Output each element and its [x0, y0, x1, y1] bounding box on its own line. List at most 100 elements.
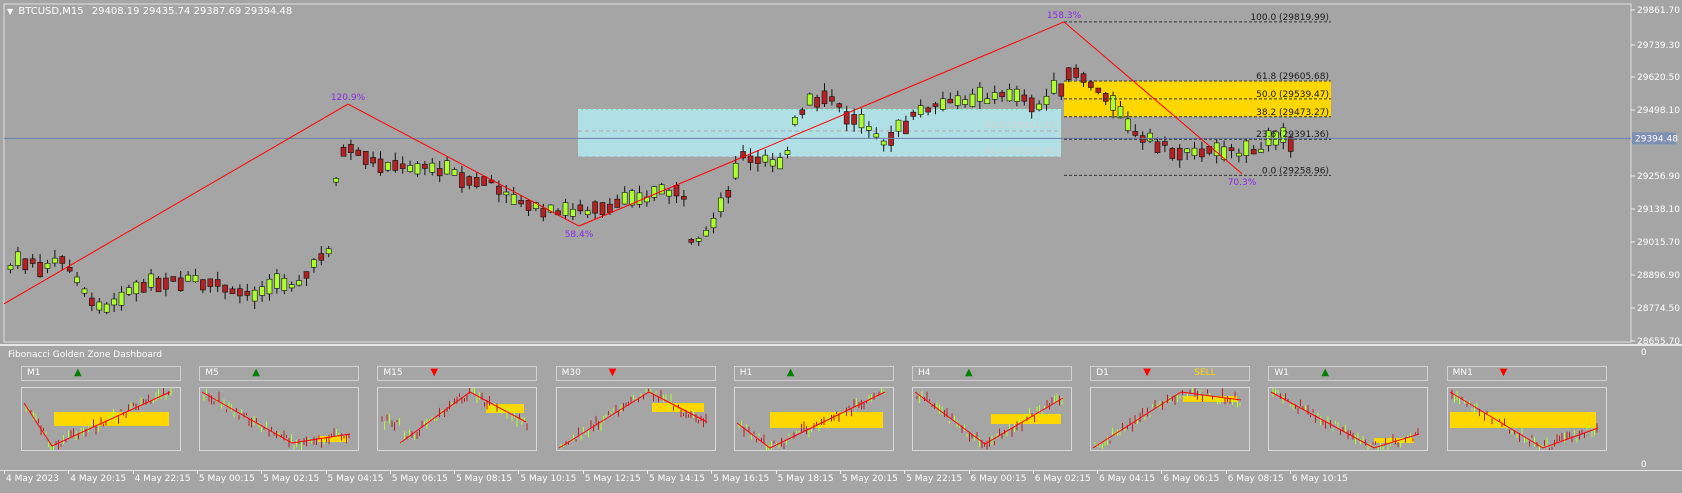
bear-candle-body: [481, 176, 487, 186]
bear-candle-body: [681, 195, 687, 200]
subwindow-separator[interactable]: [0, 344, 1682, 346]
tf-header-m15[interactable]: M15 ▼: [377, 366, 538, 381]
bull-candle-body: [111, 298, 117, 306]
bull-candle-body: [15, 251, 21, 266]
tf-header-d1[interactable]: D1 ▼ SELL: [1090, 366, 1251, 381]
tf-header-h4[interactable]: H4 ▲: [912, 366, 1072, 381]
y-tick-label: 29256.90: [1637, 172, 1680, 182]
candle: [318, 246, 325, 266]
x-tick-mark: [711, 470, 713, 474]
candle: [148, 269, 154, 292]
trend-down-arrow-icon: ▼: [1143, 367, 1151, 378]
mini-chart-svg: [23, 388, 172, 450]
ohlc-values: 29408.19 29435.74 29387.69 29394.48: [91, 6, 293, 17]
price-chart[interactable]: 50.0 (29421.13) 61.6 (29327.00) 100.0 (29…: [0, 0, 1682, 345]
bear-candle-body: [200, 279, 206, 291]
candle: [984, 92, 991, 104]
candle: [1073, 64, 1079, 80]
bull-candle-body: [325, 248, 332, 255]
tf-label: H1: [739, 368, 753, 378]
bear-candle-body: [370, 157, 376, 164]
y-tick-label: 29620.50: [1637, 73, 1680, 83]
x-tick-label: 5 May 16:15: [713, 474, 770, 484]
tf-mini-chart-h4[interactable]: [912, 387, 1072, 451]
x-tick-label: 5 May 04:15: [327, 474, 384, 484]
candle: [1199, 141, 1205, 162]
bear-candle-body: [1228, 147, 1235, 151]
candle: [266, 274, 273, 301]
bear-candle-body: [66, 267, 73, 272]
tf-header-mn1[interactable]: MN1 ▼: [1446, 366, 1607, 381]
bear-candle-body: [22, 258, 29, 271]
bull-candle-body: [636, 192, 643, 205]
bull-candle-body: [1184, 148, 1190, 153]
candle: [962, 95, 968, 108]
tf-mini-chart-m1[interactable]: [21, 387, 181, 451]
tf-header-m1[interactable]: M1 ▲: [21, 366, 181, 381]
tf-mini-chart-m30[interactable]: [555, 387, 716, 451]
candle: [392, 152, 399, 173]
bull-candle-body: [969, 93, 976, 107]
tf-mini-chart-m15[interactable]: [377, 387, 538, 451]
tf-mini-chart-d1[interactable]: [1090, 387, 1251, 451]
fib-level-label: 38.2 (29473.27): [1256, 108, 1329, 118]
candle: [348, 139, 354, 161]
bull-candle-body: [503, 191, 510, 196]
bull-candle-body: [1014, 88, 1020, 102]
candle: [895, 119, 902, 138]
candle: [866, 121, 872, 139]
x-tick-label: 5 May 10:15: [520, 474, 577, 484]
pivot-percent-label: 120.9%: [331, 93, 366, 103]
tf-header-w1[interactable]: W1 ▲: [1268, 366, 1429, 381]
candle: [259, 281, 265, 302]
bear-candle-body: [377, 158, 384, 173]
bull-candle-body: [192, 275, 199, 283]
candle: [370, 151, 376, 168]
candle: [562, 198, 569, 220]
bull-candle-body: [710, 217, 717, 229]
bear-candle-body: [303, 271, 310, 279]
bull-candle-body: [695, 238, 702, 242]
mini-zigzag-line: [1449, 391, 1598, 449]
bear-candle-body: [496, 185, 502, 195]
bull-candle-body: [96, 301, 103, 311]
bear-candle-body: [89, 297, 95, 307]
collapse-triangle-icon[interactable]: ▼: [7, 7, 14, 16]
tf-mini-chart-mn1[interactable]: [1446, 387, 1607, 451]
mini-golden-zone: [1449, 412, 1596, 428]
bull-candle-body: [118, 291, 125, 306]
bear-candle-body: [821, 90, 828, 105]
candle: [1236, 148, 1242, 163]
bear-candle-body: [1028, 97, 1035, 113]
tf-header-h1[interactable]: H1 ▲: [733, 366, 894, 381]
old-zone-level-label: 50.0 (29421.13): [985, 121, 1058, 131]
candle: [636, 185, 643, 208]
candle: [718, 192, 724, 218]
candle: [570, 203, 576, 221]
bull-candle-body: [1280, 127, 1287, 143]
bear-candle-body: [1132, 131, 1139, 136]
x-tick-label: 5 May 06:15: [391, 474, 448, 484]
candle: [1213, 138, 1220, 164]
bear-candle-body: [725, 189, 732, 198]
x-tick-mark: [775, 470, 777, 474]
trend-up-arrow-icon: ▲: [786, 367, 795, 378]
x-tick-label: 5 May 12:15: [584, 474, 641, 484]
x-tick-label: 6 May 10:15: [1292, 474, 1348, 484]
bear-candle-body: [177, 277, 184, 291]
candle: [1051, 72, 1057, 95]
bull-candle-body: [281, 278, 288, 291]
fib-level-label: 0.0 (29258.96): [1262, 166, 1329, 176]
candle: [799, 107, 806, 119]
tf-header-m5[interactable]: M5 ▲: [199, 366, 360, 381]
candle: [1258, 142, 1264, 153]
tf-mini-chart-m5[interactable]: [199, 387, 360, 451]
tf-mini-chart-h1[interactable]: [733, 387, 894, 451]
candle: [1058, 83, 1065, 100]
tf-header-m30[interactable]: M30 ▼: [555, 366, 716, 381]
bull-candle-body: [1006, 88, 1013, 102]
tf-mini-chart-w1[interactable]: [1268, 387, 1429, 451]
bear-candle-body: [814, 97, 820, 108]
candle: [103, 301, 110, 315]
candle: [777, 152, 783, 170]
